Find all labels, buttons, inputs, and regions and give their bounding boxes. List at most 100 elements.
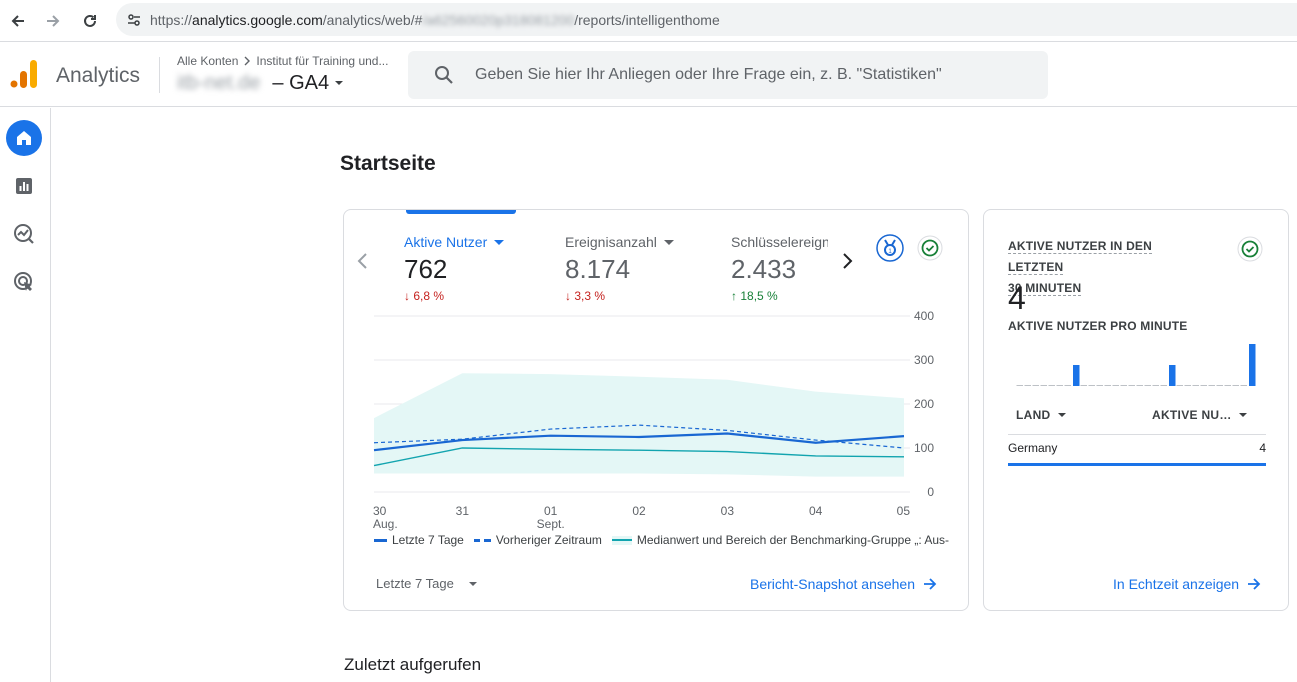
minute-bar xyxy=(1160,385,1167,386)
check-circle-icon[interactable] xyxy=(1237,236,1263,262)
minute-bar xyxy=(1080,385,1087,386)
arrow-right-icon xyxy=(1248,578,1261,590)
metric-label: Ereignisanzahl xyxy=(565,234,675,250)
minute-bar xyxy=(1032,385,1039,386)
browser-toolbar: https://analytics.google.com/analytics/w… xyxy=(0,0,1297,42)
reload-button[interactable] xyxy=(78,9,102,33)
metric-value: 8.174 xyxy=(565,254,631,284)
breadcrumb-property[interactable]: Institut für Training und... xyxy=(256,54,389,68)
series-line-benchmark-median xyxy=(373,447,905,467)
realtime-title[interactable]: AKTIVE NUTZER IN DEN LETZTEN 30 MINUTEN xyxy=(1008,239,1153,296)
minute-bar xyxy=(1216,385,1223,386)
dropdown-caret-icon xyxy=(1238,413,1247,417)
minute-bar xyxy=(1249,344,1256,386)
check-circle-icon[interactable] xyxy=(917,235,943,261)
nav-explore[interactable] xyxy=(6,216,42,252)
minute-bar xyxy=(1240,385,1247,386)
country-cell: Germany xyxy=(1008,441,1058,455)
metric-value: 2.433 xyxy=(731,254,797,284)
row-share-bar xyxy=(1008,463,1266,466)
nav-advertising[interactable] xyxy=(6,264,42,300)
chevron-right-icon xyxy=(244,56,251,66)
legend-benchmark-icon xyxy=(611,535,632,545)
property-name: itb-net.de xyxy=(177,71,261,94)
table-divider xyxy=(1008,434,1266,435)
header-divider xyxy=(159,57,160,93)
chevron-right-icon[interactable] xyxy=(838,250,856,272)
nav-reports[interactable] xyxy=(6,168,42,204)
y-tick-label: 300 xyxy=(914,353,934,367)
country-column-header[interactable]: LAND xyxy=(1016,408,1067,422)
realtime-value: 4 xyxy=(1008,280,1026,316)
property-suffix: – GA4 xyxy=(272,71,330,94)
per-minute-bar-chart xyxy=(1016,344,1256,386)
x-tick-label: 05 xyxy=(897,504,911,518)
page-title: Startseite xyxy=(340,152,436,175)
legend-solid-line-icon xyxy=(374,538,387,542)
active-users-column-header[interactable]: AKTIVE NU… xyxy=(1152,408,1248,422)
minute-bar xyxy=(1120,385,1127,386)
minute-bar xyxy=(1184,385,1191,386)
metric-tab-event-count[interactable]: Ereignisanzahl 8.174 ↓ 3,3 % xyxy=(565,234,675,310)
minute-bar xyxy=(1192,385,1199,386)
forward-button[interactable] xyxy=(41,9,65,33)
benchmark-medal-icon[interactable]: 1 xyxy=(876,234,904,262)
back-button[interactable] xyxy=(6,9,30,33)
legend-item-benchmark: Medianwert und Bereich der Benchmarking-… xyxy=(611,533,949,547)
breadcrumb[interactable]: Alle Konten Institut für Training und... xyxy=(177,54,388,68)
site-settings-icon[interactable] xyxy=(118,12,150,28)
address-bar[interactable]: https://analytics.google.com/analytics/w… xyxy=(116,3,1297,36)
minute-bar xyxy=(1169,365,1176,386)
minute-bar xyxy=(1040,385,1047,386)
arrow-right-icon xyxy=(924,578,937,590)
property-selector[interactable]: itb-net.de – GA4 xyxy=(177,70,345,96)
x-tick-label: 30 xyxy=(373,504,387,518)
active-tab-indicator xyxy=(406,210,516,214)
breadcrumb-account[interactable]: Alle Konten xyxy=(177,54,239,68)
date-range-selector[interactable]: Letzte 7 Tage xyxy=(376,576,478,591)
minute-bar xyxy=(1224,385,1231,386)
minute-bar xyxy=(1073,365,1080,386)
recently-viewed-title: Zuletzt aufgerufen xyxy=(344,655,482,674)
view-realtime-link[interactable]: In Echtzeit anzeigen xyxy=(1113,576,1261,592)
search-icon xyxy=(435,66,453,84)
view-report-snapshot-link[interactable]: Bericht-Snapshot ansehen xyxy=(750,576,937,592)
arrow-down-icon: ↓ xyxy=(404,289,410,303)
series-line-previous xyxy=(373,424,905,449)
minute-bar xyxy=(1048,385,1055,386)
search-placeholder: Geben Sie hier Ihr Anliegen oder Ihre Fr… xyxy=(475,66,942,83)
minute-bar xyxy=(1104,385,1111,386)
minute-bar xyxy=(1144,385,1151,386)
overview-card: Aktive Nutzer 762 ↓ 6,8 % Ereignisanzahl… xyxy=(343,209,969,611)
left-navigation-rail xyxy=(0,108,51,682)
minute-bar xyxy=(1200,385,1207,386)
dropdown-caret-icon xyxy=(663,240,674,245)
y-tick-label: 400 xyxy=(914,309,934,323)
analytics-logo-icon xyxy=(10,60,37,88)
realtime-card: AKTIVE NUTZER IN DEN LETZTEN 30 MINUTEN 4… xyxy=(983,209,1289,611)
metric-change: ↓ 3,3 % xyxy=(565,289,606,303)
metric-tab-key-events[interactable]: Schlüsselereign 2.433 ↑ 18,5 % xyxy=(731,234,828,310)
minute-bar xyxy=(1152,385,1159,386)
metric-tab-active-users[interactable]: Aktive Nutzer 762 ↓ 6,8 % xyxy=(404,234,505,310)
nav-home[interactable] xyxy=(6,120,42,156)
minute-bar xyxy=(1136,385,1143,386)
minute-bar xyxy=(1056,385,1063,386)
url-text: https://analytics.google.com/analytics/w… xyxy=(150,11,720,28)
minute-bar xyxy=(1096,385,1103,386)
reports-icon xyxy=(16,178,32,194)
chevron-left-icon[interactable] xyxy=(354,250,372,272)
legend-item-previous: Vorheriger Zeitraum xyxy=(473,533,602,547)
x-tick-label: 03 xyxy=(721,504,735,518)
x-tick-label: 02 xyxy=(632,504,646,518)
metric-change: ↓ 6,8 % xyxy=(404,289,445,303)
back-arrow-icon xyxy=(11,15,24,27)
arrow-down-icon: ↓ xyxy=(565,289,571,303)
legend-item-current: Letzte 7 Tage xyxy=(374,533,464,547)
app-name: Analytics xyxy=(56,64,141,87)
metric-label: Aktive Nutzer xyxy=(404,234,505,250)
advertising-icon xyxy=(14,272,32,291)
home-icon xyxy=(17,131,31,145)
search-input[interactable]: Geben Sie hier Ihr Anliegen oder Ihre Fr… xyxy=(408,51,1048,99)
